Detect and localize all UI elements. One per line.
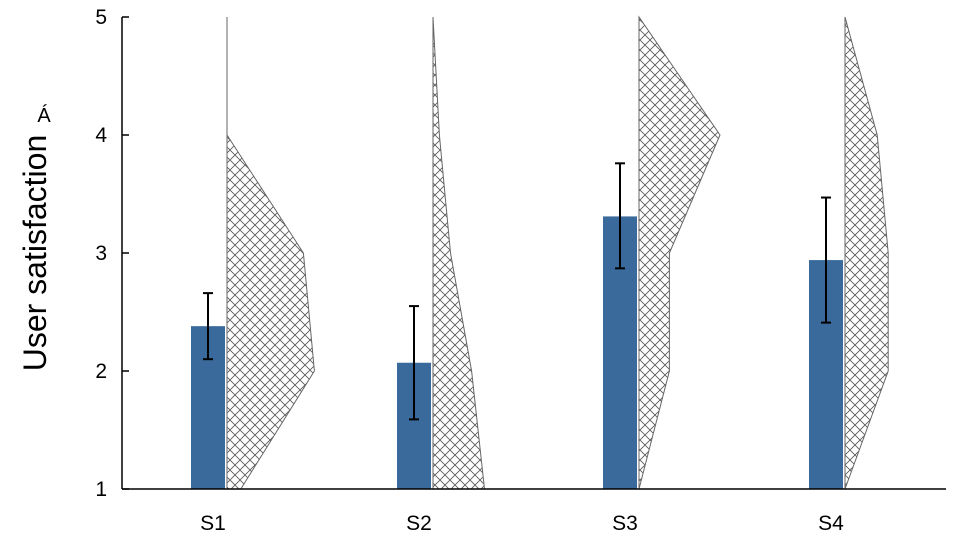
y-tick-label: 4 [95,124,107,147]
y-tick-label: 3 [95,242,107,265]
distribution-s2 [432,16,486,490]
error-bar-s1 [203,292,213,361]
distribution-layer [226,15,889,490]
y-axis-title-mark: Á [37,104,51,127]
axis-layer: 1 2 3 4 5 S1 S2 S3 S4 [95,6,946,535]
y-tick-label: 1 [95,478,107,501]
x-tick-label-s1: S1 [200,512,226,535]
y-tick-label: 5 [95,6,107,29]
x-tick-label-s2: S2 [406,512,432,535]
y-tick-label: 2 [95,360,107,383]
distribution-s3 [638,15,721,490]
error-bar-s3 [615,162,625,270]
error-bar-layer [203,162,831,421]
error-bar-s4 [821,196,831,324]
y-axis-title: User satisfaction [17,135,53,372]
x-tick-label-s3: S3 [612,512,638,535]
distribution-s4 [844,16,889,490]
x-tick-label-s4: S4 [818,512,844,535]
error-bar-s2 [409,305,419,421]
distribution-s1 [226,17,315,490]
